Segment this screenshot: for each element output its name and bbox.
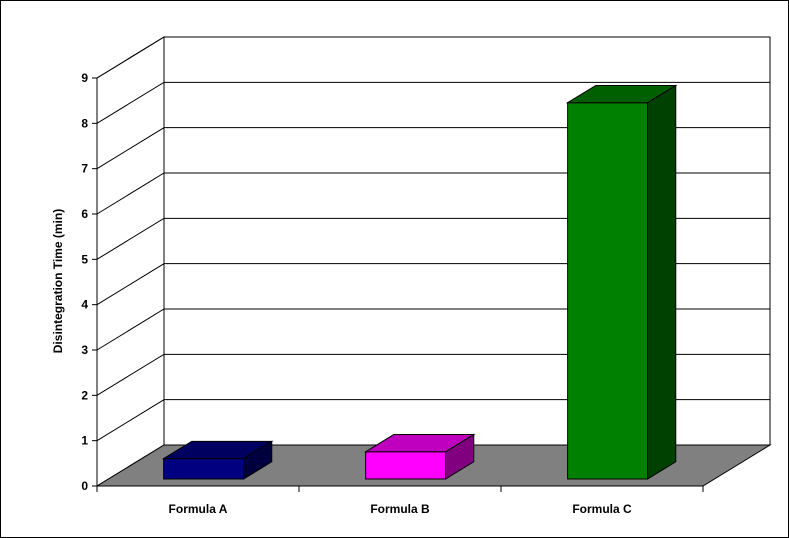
bar-front [163,458,245,480]
bar-formula-c [565,84,678,480]
y-tick-label: 0 [81,479,88,493]
y-tick-label: 5 [81,252,88,266]
y-axis-title: Disintegration Time (min) [51,209,65,353]
gridline [96,81,770,124]
side-wall [96,36,165,487]
back-wall [163,36,771,446]
x-tick-label: Formula B [370,502,430,516]
y-tick-label: 3 [81,343,88,357]
bars [161,84,678,480]
x-tick-label: Formula A [169,502,228,516]
y-tick-label: 6 [81,207,88,221]
bar-formula-b [363,433,476,480]
bar-front [365,451,447,480]
y-tick-label: 7 [81,162,88,176]
y-tick-label: 4 [81,298,88,312]
y-tick-label: 1 [81,434,88,448]
x-tick-label: Formula C [572,502,632,516]
bar-side [445,433,475,480]
bar-side [647,84,677,480]
bar-front [567,102,649,480]
bar-formula-a [161,440,274,480]
y-tick-label: 9 [81,71,88,85]
y-tick-label: 2 [81,388,88,402]
bar-side [243,440,273,480]
labels: 0 1 2 3 4 5 6 7 8 9 Formula A Formula B Formula C [81,71,632,516]
y-tick-label: 8 [81,116,88,130]
axes [92,77,704,492]
gridline [96,36,770,79]
